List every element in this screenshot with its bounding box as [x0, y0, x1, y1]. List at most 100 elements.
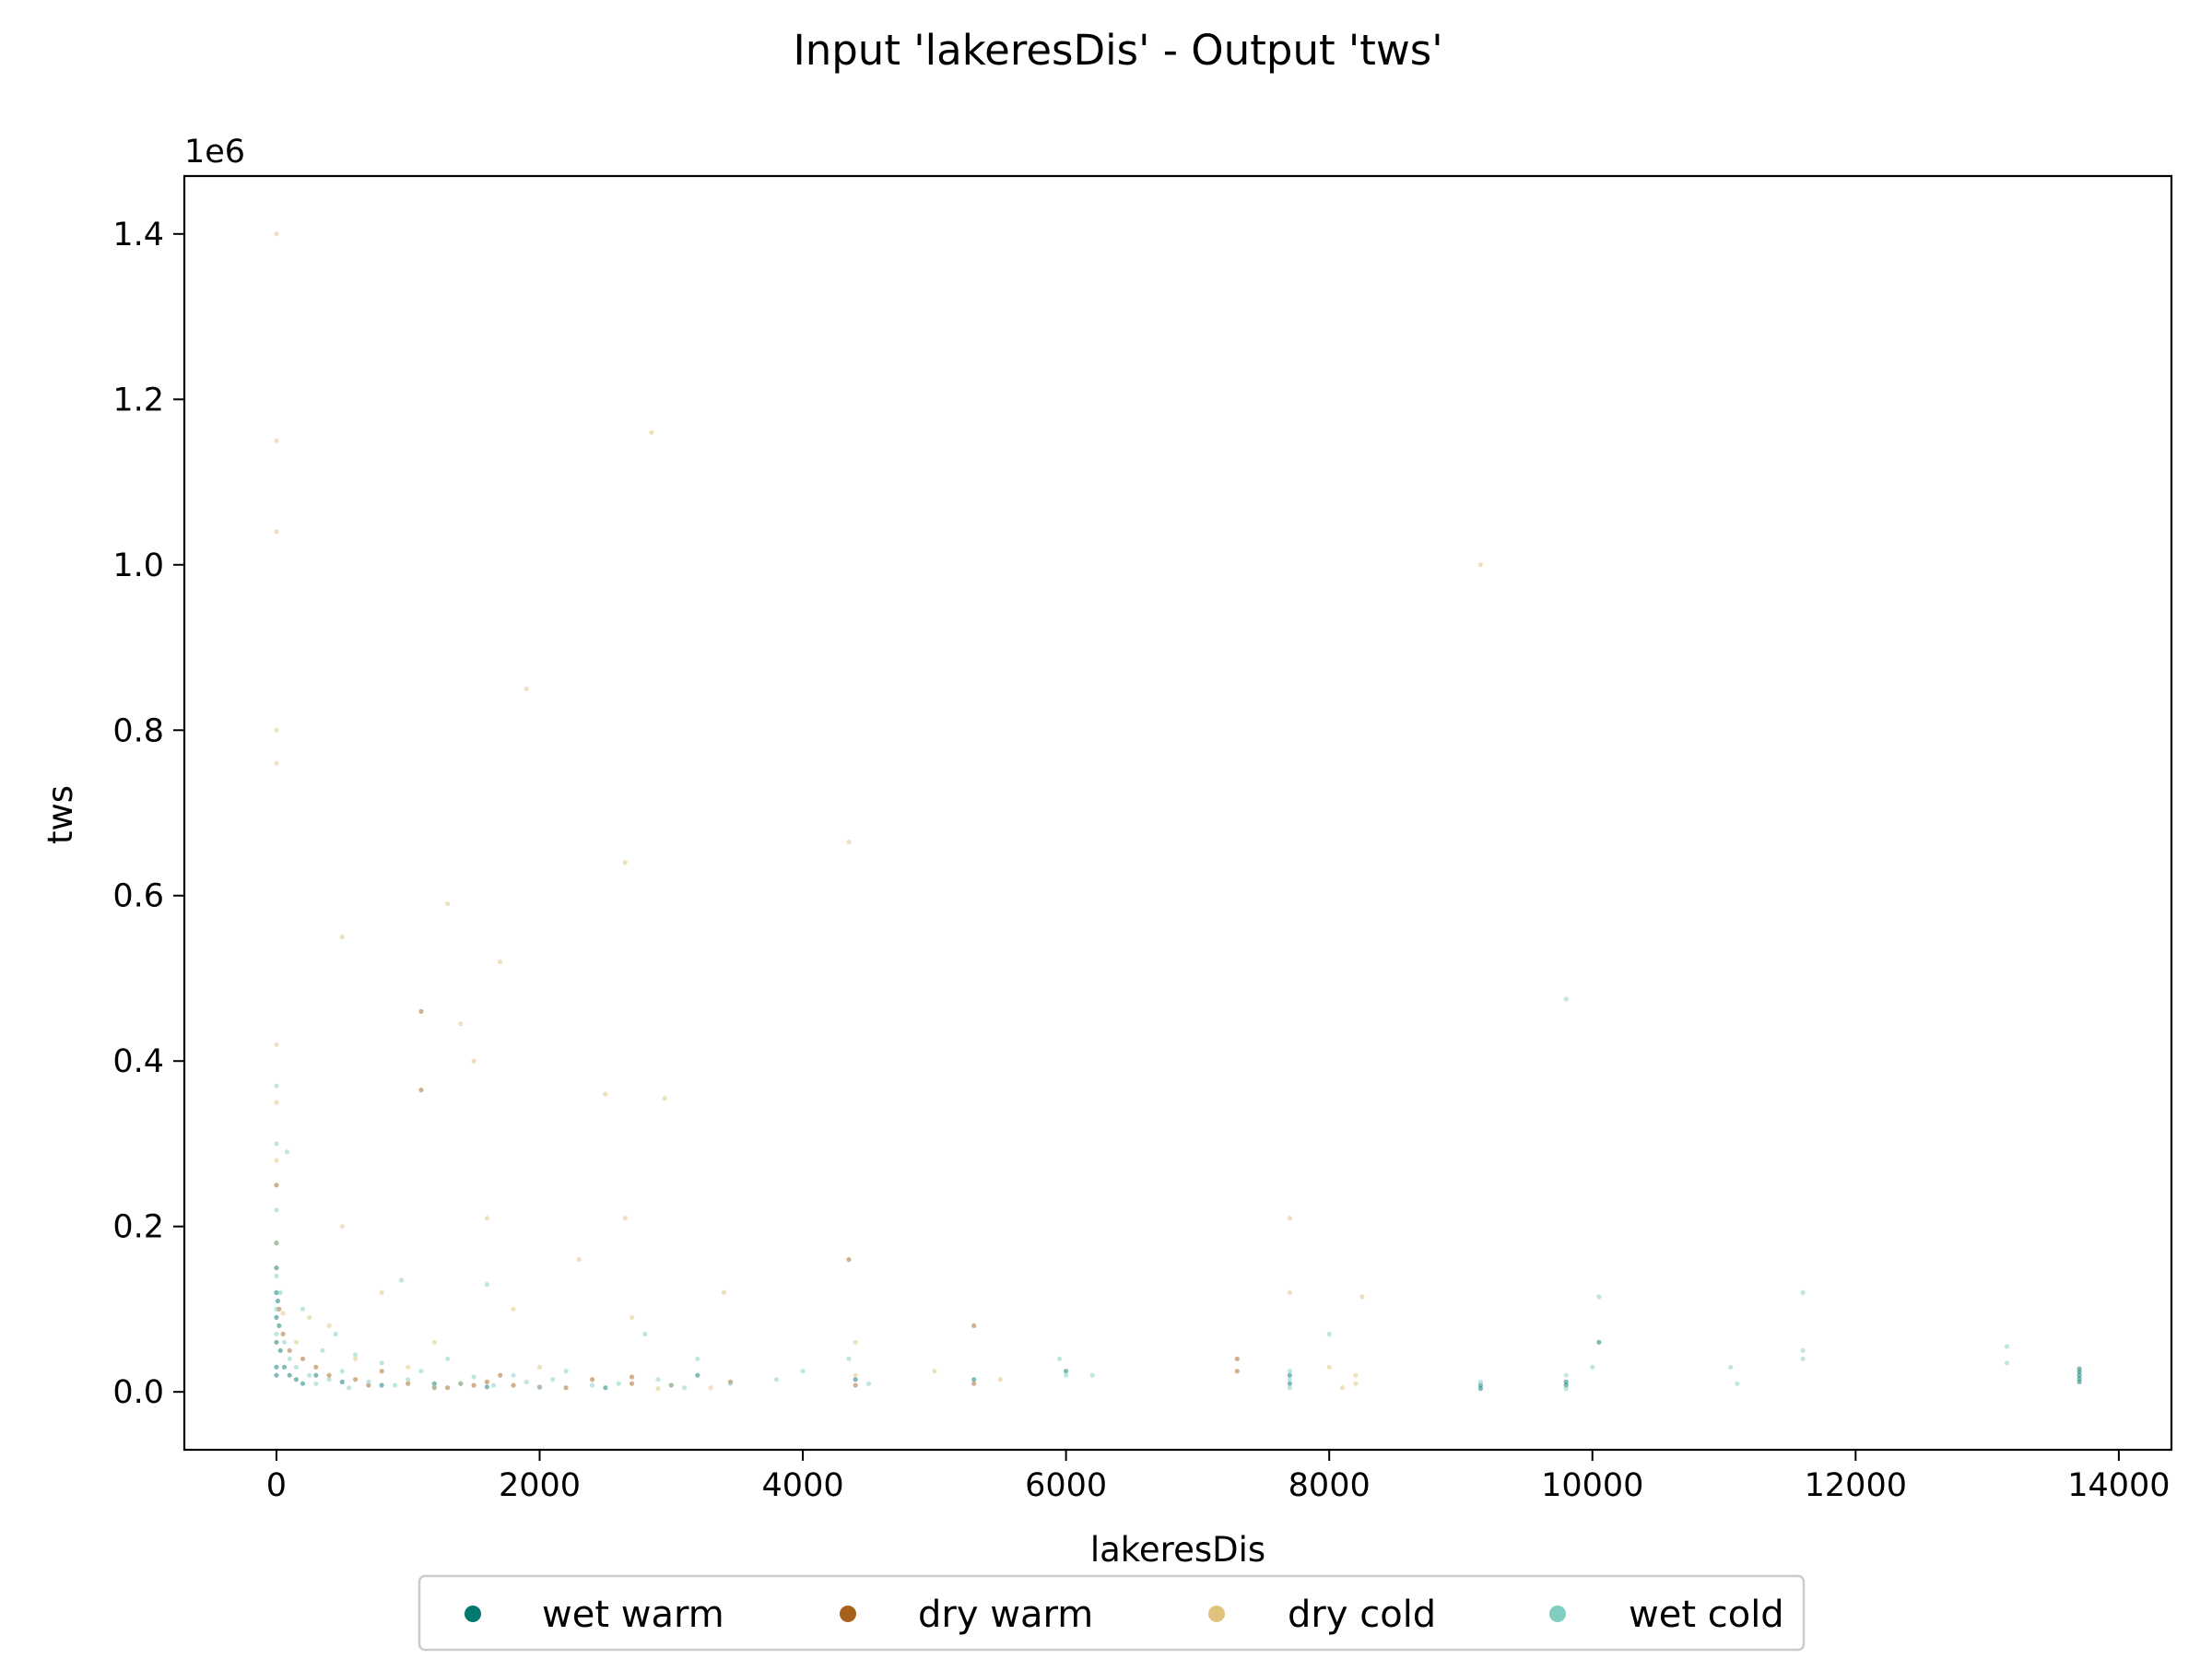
point-dry-warm-20: [563, 1385, 569, 1391]
x-tick-label-5: 10000: [1541, 1467, 1643, 1504]
point-wet-cold-63: [1800, 1289, 1806, 1296]
point-wet-cold-66: [2004, 1344, 2010, 1349]
point-dry-cold-37: [932, 1369, 937, 1374]
point-wet-warm-2: [274, 1314, 279, 1320]
point-wet-cold-18: [339, 1369, 345, 1374]
point-wet-warm-18: [603, 1385, 608, 1391]
point-dry-cold-4: [274, 760, 279, 766]
legend-frame: [418, 1574, 1806, 1652]
point-dry-cold-11: [326, 1323, 332, 1328]
point-wet-cold-19: [346, 1385, 352, 1391]
point-dry-cold-40: [1287, 1289, 1292, 1296]
point-dry-cold-29: [622, 1216, 628, 1221]
point-wet-cold-65: [1800, 1356, 1806, 1361]
point-dry-cold-7: [274, 1158, 279, 1163]
point-wet-warm-7: [276, 1323, 282, 1328]
point-wet-cold-62: [1735, 1381, 1740, 1386]
point-dry-cold-10: [307, 1314, 312, 1320]
point-dry-cold-25: [536, 1364, 543, 1370]
point-wet-cold-7: [277, 1289, 283, 1296]
point-dry-cold-27: [603, 1091, 608, 1097]
point-wet-cold-27: [431, 1384, 437, 1390]
point-dry-cold-26: [576, 1257, 582, 1263]
point-dry-cold-22: [498, 959, 503, 965]
point-wet-cold-32: [490, 1382, 497, 1388]
series-dry-cold: [274, 231, 1483, 1392]
point-dry-warm-3: [280, 1331, 286, 1336]
point-wet-cold-41: [655, 1377, 661, 1382]
point-dry-warm-27: [971, 1323, 977, 1328]
point-dry-cold-44: [1359, 1294, 1365, 1300]
chart-title: Input 'lakeresDis' - Output 'tws': [793, 26, 1442, 75]
point-dry-cold-46: [1353, 1381, 1359, 1386]
point-wet-warm-19: [695, 1372, 700, 1378]
point-wet-cold-0: [274, 1083, 279, 1088]
point-dry-cold-21: [484, 1216, 490, 1221]
x-axis-title: lakeresDis: [1090, 1530, 1265, 1570]
point-wet-cold-39: [616, 1381, 621, 1386]
y-axis: 0.0 0.2 0.4 0.6 0.8 1.0 1.2 1.4: [112, 217, 184, 1411]
point-wet-cold-42: [668, 1382, 674, 1388]
point-wet-cold-49: [1056, 1356, 1063, 1361]
point-dry-warm-17: [498, 1372, 503, 1378]
point-wet-warm-5: [274, 1372, 279, 1378]
point-dry-warm-16: [484, 1379, 490, 1384]
point-wet-cold-57: [1563, 1372, 1569, 1378]
y-tick-label-7: 1.4: [112, 217, 164, 253]
point-wet-cold-15: [320, 1347, 325, 1353]
point-wet-cold-68: [1563, 996, 1569, 1002]
point-wet-warm-1: [274, 1289, 279, 1296]
point-dry-cold-19: [458, 1021, 464, 1027]
point-dry-cold-14: [353, 1356, 359, 1361]
point-wet-cold-11: [293, 1364, 299, 1370]
point-wet-cold-47: [846, 1356, 852, 1361]
legend: wet warm dry warm dry cold wet cold: [418, 1574, 1806, 1652]
point-wet-warm-3: [274, 1339, 279, 1345]
series-wet-warm: [274, 1265, 2082, 1392]
point-dry-cold-33: [721, 1289, 727, 1296]
point-dry-cold-36: [853, 1372, 858, 1378]
point-dry-cold-1: [274, 438, 279, 443]
point-wet-cold-2: [274, 1207, 279, 1213]
point-wet-warm-29: [2077, 1372, 2082, 1378]
point-wet-cold-29: [458, 1381, 464, 1386]
point-wet-cold-6: [274, 1331, 279, 1336]
legend-label-wet-warm: wet warm: [542, 1594, 724, 1636]
point-wet-cold-25: [406, 1377, 411, 1382]
point-wet-cold-60: [1596, 1294, 1602, 1300]
point-dry-cold-20: [471, 1058, 477, 1064]
point-wet-warm-22: [1064, 1369, 1069, 1374]
point-wet-cold-48: [865, 1381, 872, 1386]
point-dry-warm-12: [418, 1008, 424, 1014]
point-wet-cold-33: [511, 1372, 516, 1378]
point-dry-cold-42: [1339, 1385, 1346, 1391]
plot-area-frame: [182, 174, 2173, 1452]
point-wet-warm-8: [277, 1347, 283, 1353]
y-axis-offset-label: 1e6: [184, 134, 245, 171]
point-wet-cold-45: [773, 1377, 780, 1382]
legend-marker-wet-cold: [1549, 1606, 1566, 1622]
y-tick-label-3: 0.6: [112, 878, 164, 915]
point-wet-warm-6: [275, 1298, 280, 1304]
legend-label-dry-cold: dry cold: [1288, 1594, 1436, 1636]
point-dry-warm-10: [406, 1381, 411, 1386]
point-wet-cold-23: [392, 1382, 398, 1388]
point-dry-cold-34: [846, 839, 852, 845]
point-wet-cold-30: [471, 1374, 477, 1380]
point-wet-warm-34: [1287, 1372, 1292, 1378]
point-dry-cold-8: [280, 1311, 286, 1316]
y-tick-label-0: 0.0: [112, 1374, 164, 1411]
point-wet-warm-21: [971, 1377, 977, 1382]
point-wet-warm-17: [484, 1384, 490, 1390]
series-wet-cold: [274, 996, 2010, 1392]
point-wet-warm-15: [379, 1382, 384, 1388]
point-dry-warm-15: [471, 1382, 477, 1388]
point-dry-cold-12: [339, 935, 345, 940]
point-wet-cold-31: [484, 1281, 490, 1288]
y-tick-label-1: 0.2: [112, 1209, 164, 1246]
x-tick-label-0: 0: [266, 1467, 287, 1504]
point-dry-cold-32: [662, 1096, 667, 1101]
point-dry-cold-0: [274, 231, 279, 237]
point-dry-warm-0: [274, 1182, 279, 1188]
